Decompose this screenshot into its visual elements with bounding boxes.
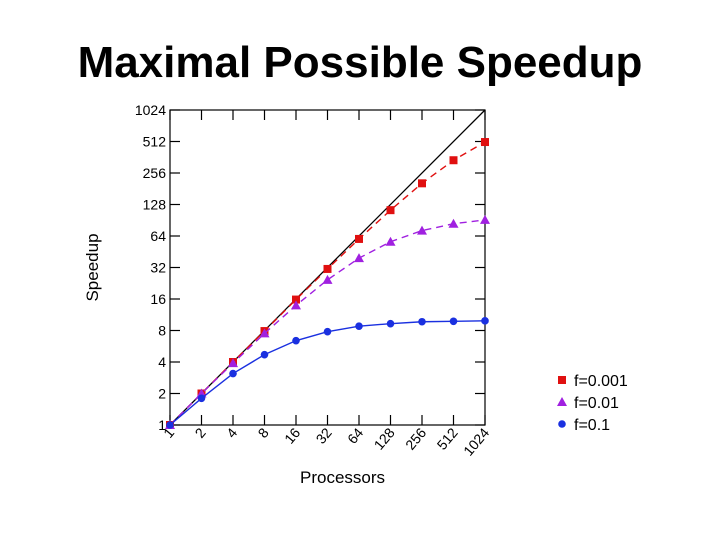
y-tick-label: 256	[143, 165, 167, 181]
y-tick-label: 512	[143, 134, 167, 150]
y-tick-label: 64	[150, 228, 166, 244]
x-tick-label: 512	[434, 424, 461, 452]
data-point	[259, 328, 270, 338]
y-tick-label: 1024	[135, 102, 166, 118]
y-tick-label: 128	[143, 197, 167, 213]
legend-label: f=0.1	[574, 417, 610, 434]
data-point	[197, 394, 206, 403]
data-point	[260, 350, 269, 359]
data-point	[292, 295, 300, 304]
data-point	[449, 317, 458, 326]
slide-title: Maximal Possible Speedup	[77, 38, 643, 87]
legend-marker	[558, 376, 566, 384]
data-point	[481, 317, 489, 325]
data-point	[354, 253, 364, 263]
data-point	[448, 218, 459, 228]
x-tick-label: 1024	[460, 424, 492, 458]
y-tick-label: 2	[158, 386, 166, 402]
data-point	[386, 206, 395, 215]
data-point	[386, 319, 395, 328]
legend: f=0.001 f=0.01 f=0.1	[557, 373, 628, 434]
data-point	[385, 236, 396, 246]
x-tick-label: 256	[402, 424, 429, 452]
data-point	[228, 358, 238, 368]
data-point	[417, 225, 427, 235]
data-point	[418, 317, 426, 326]
data-point	[323, 327, 332, 336]
series-line	[169, 320, 486, 426]
y-axis-label: Speedup	[83, 233, 102, 301]
y-tick-label: 32	[150, 260, 166, 276]
y-tick-label: 16	[150, 291, 166, 307]
y-tick-label: 4	[158, 354, 166, 370]
data-point	[481, 138, 489, 147]
y-tick-label: 8	[158, 323, 166, 339]
x-tick-label: 128	[371, 424, 398, 452]
x-tick-label: 16	[281, 424, 303, 446]
data-point	[480, 214, 490, 224]
data-point	[229, 369, 237, 378]
y-tick-label: 1	[158, 417, 166, 433]
data-point	[355, 322, 363, 330]
series-line	[169, 219, 486, 426]
data-point	[322, 274, 333, 284]
data-point	[323, 264, 332, 273]
legend-marker	[558, 420, 566, 428]
series-f-0-01	[165, 214, 490, 429]
legend-marker	[557, 397, 567, 406]
x-axis-label: Processors	[300, 468, 385, 487]
data-point	[355, 234, 363, 243]
legend-label: f=0.001	[574, 373, 628, 390]
x-tick-label: 4	[223, 424, 240, 440]
x-tick-label: 32	[313, 424, 335, 446]
data-point	[418, 179, 426, 188]
data-point	[291, 300, 301, 310]
data-point	[196, 388, 207, 398]
series-f-0-1	[166, 317, 489, 429]
x-tick-label: 2	[192, 424, 209, 440]
data-point	[166, 421, 174, 429]
legend-label: f=0.01	[574, 395, 619, 412]
data-point	[292, 336, 300, 345]
x-tick-label: 64	[344, 424, 366, 446]
data-point	[449, 156, 458, 165]
x-tick-label: 8	[255, 424, 272, 440]
